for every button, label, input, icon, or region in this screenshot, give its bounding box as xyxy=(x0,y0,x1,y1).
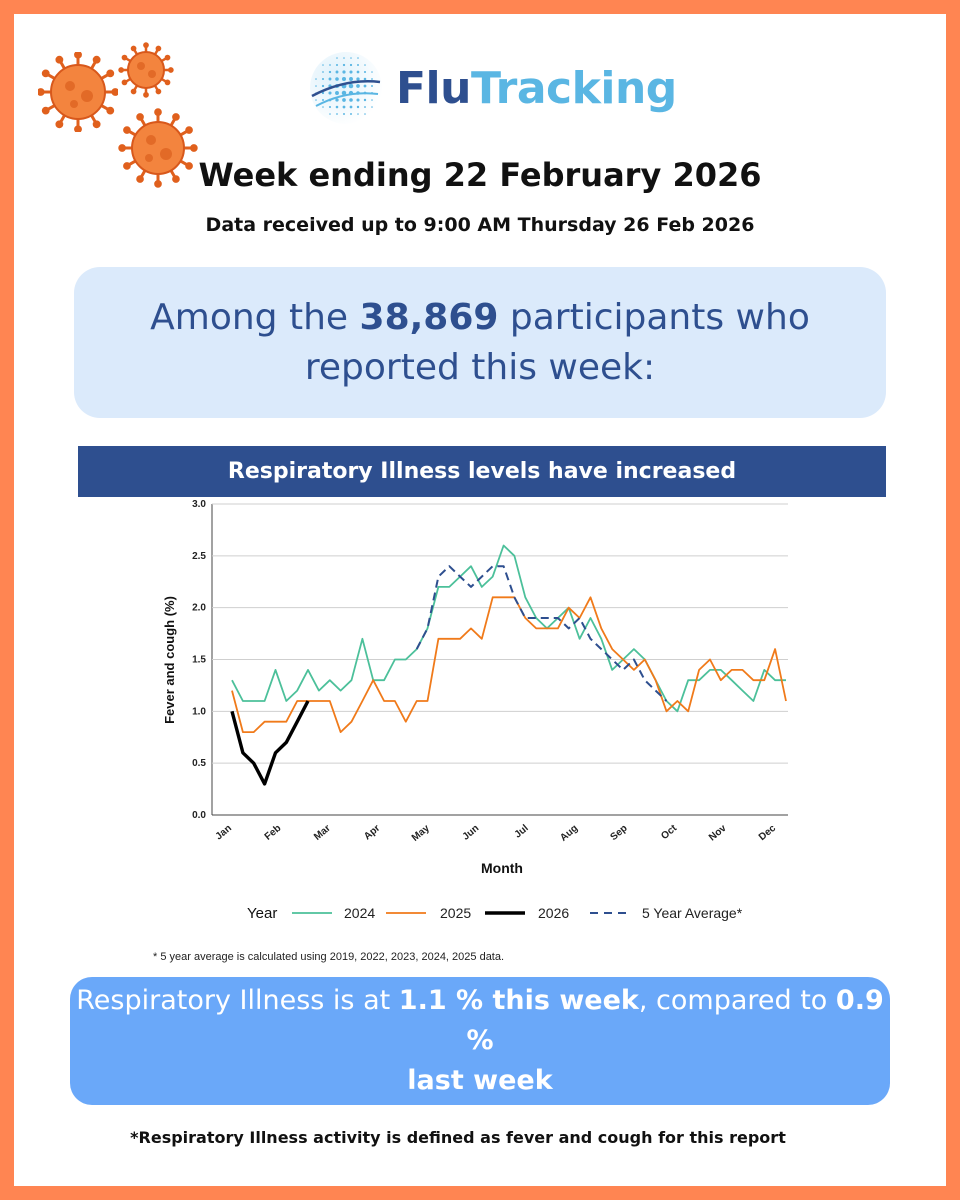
virus-illustration-large xyxy=(38,52,118,132)
legend-title: Year xyxy=(247,905,277,922)
result-line-1: Respiratory Illness is at 1.1 % this wee… xyxy=(70,981,890,1061)
y-tick-label: 3.0 xyxy=(192,499,206,510)
x-tick-label: Jan xyxy=(214,823,234,843)
chart-series xyxy=(230,544,787,786)
y-tick-label: 2.0 xyxy=(192,603,206,614)
y-tick-label: 1.5 xyxy=(192,655,206,666)
y-tick-label: 2.5 xyxy=(192,551,206,562)
series-line-2026 xyxy=(230,700,310,786)
y-tick-label: 0.5 xyxy=(192,758,206,769)
result-last-week-label: last week xyxy=(407,1065,553,1096)
x-axis-ticks: Jan Feb Mar Apr May Jun Jul Aug Sep Oct Nov Dec xyxy=(214,822,779,843)
x-tick-label: Nov xyxy=(707,823,729,844)
legend-label: 2026 xyxy=(538,905,569,921)
chart-gridlines xyxy=(211,503,788,816)
virus-illustration-small xyxy=(118,42,174,98)
data-received-subtitle: Data received up to 9:00 AM Thursday 26 … xyxy=(205,214,755,236)
participants-line-1: Among the 38,869 participants who xyxy=(74,293,886,343)
result-box: Respiratory Illness is at 1.1 % this wee… xyxy=(70,977,890,1105)
logo-text-flu: Flu xyxy=(396,62,471,114)
series-line-2024 xyxy=(231,544,786,713)
x-axis-label: Month xyxy=(481,860,523,876)
x-tick-label: Oct xyxy=(659,822,679,842)
series-line-5-year-average xyxy=(415,565,668,702)
y-tick-label: 1.0 xyxy=(192,706,206,717)
x-tick-label: May xyxy=(410,823,432,844)
participants-count: 38,869 xyxy=(359,296,499,338)
flutracking-logo: FluTracking xyxy=(308,48,677,128)
result-line-2: last week xyxy=(70,1061,890,1101)
chart-legend: Year 2024 2025 2026 5 Year Average* xyxy=(247,905,743,922)
globe-icon xyxy=(310,52,382,124)
x-tick-label: Sep xyxy=(609,823,630,843)
result-last-week: 0.9 % xyxy=(466,985,884,1056)
participants-prefix: Among the xyxy=(150,296,349,338)
result-text-compare: , compared to xyxy=(638,985,836,1016)
x-tick-label: Feb xyxy=(263,823,284,843)
respiratory-illness-chart: 0.0 0.5 1.0 1.5 2.0 2.5 3.0 Jan Feb Mar Apr May Jun… xyxy=(162,499,788,922)
participants-line-2: reported this week: xyxy=(304,346,656,388)
legend-label: 2025 xyxy=(440,905,471,921)
logo-text-tracking: Tracking xyxy=(470,62,677,114)
result-this-week: 1.1 % this week xyxy=(398,985,639,1016)
x-tick-label: Mar xyxy=(312,823,333,843)
participants-suffix: participants who xyxy=(509,296,810,338)
x-tick-label: Apr xyxy=(362,823,382,843)
x-tick-label: Jul xyxy=(513,823,531,841)
week-ending-title: Week ending 22 February 2026 xyxy=(198,156,762,194)
chart-footnote: * 5 year average is calculated using 201… xyxy=(153,951,505,963)
legend-label: 5 Year Average* xyxy=(642,905,743,921)
y-axis-label: Fever and cough (%) xyxy=(162,596,177,724)
definition-note: *Respiratory Illness activity is defined… xyxy=(130,1128,786,1147)
y-axis-ticks: 0.0 0.5 1.0 1.5 2.0 2.5 3.0 xyxy=(192,499,206,821)
series-line-2025 xyxy=(231,596,787,734)
status-banner: Respiratory Illness levels have increase… xyxy=(78,446,886,497)
y-tick-label: 0.0 xyxy=(192,810,206,821)
x-tick-label: Jun xyxy=(461,823,482,843)
result-text-prefix: Respiratory Illness is at xyxy=(76,985,399,1016)
x-tick-label: Aug xyxy=(558,823,580,844)
participants-box: Among the 38,869 participants who report… xyxy=(74,267,886,418)
virus-illustration-medium xyxy=(118,108,198,188)
x-tick-label: Dec xyxy=(757,823,778,844)
legend-label: 2024 xyxy=(344,905,375,921)
